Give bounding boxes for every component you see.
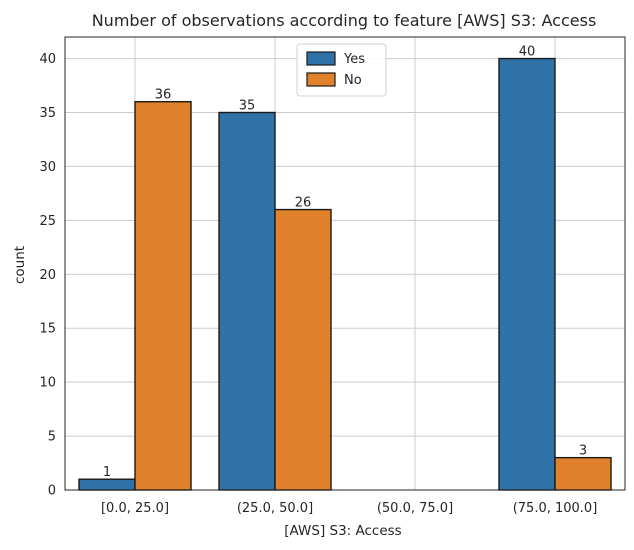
y-tick-label: 5 (48, 430, 56, 445)
y-tick-label: 0 (48, 484, 56, 499)
data-label: 26 (295, 196, 312, 211)
y-tick-label: 20 (39, 268, 56, 283)
x-axis-label: [AWS] S3: Access (284, 523, 401, 539)
data-label: 40 (519, 45, 536, 60)
plot-frame (64, 36, 626, 491)
bar-yes-3 (498, 57, 556, 491)
legend: Yes No (296, 43, 387, 97)
bar-labels: 1 36 35 26 40 3 (103, 45, 587, 481)
y-axis-label: count (12, 246, 28, 284)
chart-title: Number of observations according to feat… (92, 11, 597, 30)
legend-swatch-yes (306, 51, 336, 66)
data-label: 3 (579, 444, 587, 459)
x-tick-label: (75.0, 100.0] (513, 501, 598, 516)
bar-no-1 (274, 208, 332, 491)
bar-no-3 (554, 456, 612, 491)
y-tick-label: 15 (39, 322, 56, 337)
y-tick-label: 30 (39, 160, 56, 175)
y-tick-label: 25 (39, 214, 56, 229)
x-tick-label: (25.0, 50.0] (237, 501, 313, 516)
y-tick-label: 10 (39, 376, 56, 391)
x-tick-label: [0.0, 25.0] (101, 501, 169, 516)
legend-label-yes: Yes (343, 52, 365, 67)
data-label: 35 (239, 99, 256, 114)
y-axis-ticks: 0 5 10 15 20 25 30 35 40 (39, 52, 56, 498)
x-tick-label: (50.0, 75.0] (377, 501, 453, 516)
bar-no-0 (134, 101, 192, 491)
bar-yes-0 (78, 478, 136, 491)
bars (78, 57, 612, 491)
bar-yes-1 (218, 111, 276, 491)
data-label: 1 (103, 465, 111, 480)
x-axis-ticks: [0.0, 25.0] (25.0, 50.0] (50.0, 75.0] (75.0… (101, 501, 597, 516)
data-label: 36 (155, 88, 172, 103)
y-tick-label: 35 (39, 106, 56, 121)
legend-label-no: No (344, 73, 362, 88)
y-tick-label: 40 (39, 52, 56, 67)
legend-swatch-no (306, 72, 336, 87)
